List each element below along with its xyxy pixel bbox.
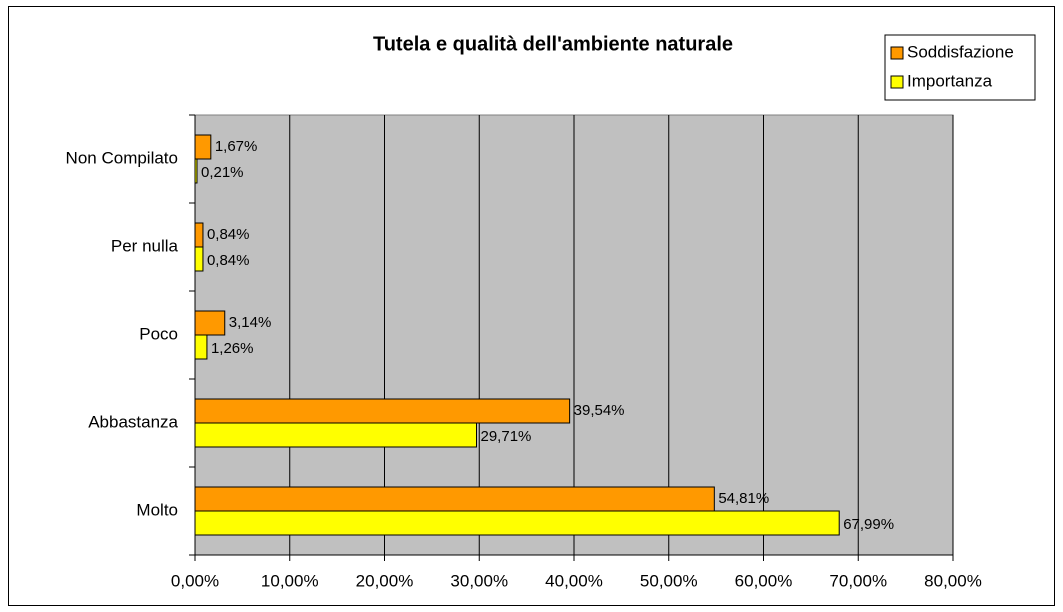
x-tick-label: 0,00% [171, 571, 219, 590]
x-tick-label: 60,00% [735, 571, 793, 590]
legend-swatch [890, 75, 904, 89]
data-label: 67,99% [843, 516, 894, 533]
bar [194, 510, 840, 536]
data-label: 54,81% [718, 490, 769, 507]
bar [194, 310, 226, 336]
bar [194, 246, 204, 272]
data-label: 29,71% [481, 428, 532, 445]
x-tick-label: 30,00% [450, 571, 508, 590]
chart-title: Tutela e qualità dell'ambiente naturale [373, 33, 733, 55]
data-label: 0,84% [207, 226, 250, 243]
bar [194, 422, 478, 448]
data-label: 1,67% [215, 138, 258, 155]
bar [194, 334, 208, 360]
bar [194, 486, 715, 512]
x-tick-label: 50,00% [640, 571, 698, 590]
y-tick-label: Poco [139, 324, 178, 343]
y-tick-label: Per nulla [111, 236, 179, 255]
x-tick-label: 80,00% [924, 571, 982, 590]
x-tick-label: 20,00% [356, 571, 414, 590]
data-label: 39,54% [574, 402, 625, 419]
y-tick-label: Non Compilato [66, 148, 178, 167]
y-tick-label: Abbastanza [88, 412, 178, 431]
x-tick-label: 10,00% [261, 571, 319, 590]
legend-label: Soddisfazione [907, 42, 1014, 61]
bar [194, 222, 204, 248]
data-label: 1,26% [211, 340, 254, 357]
bar [194, 134, 212, 160]
data-label: 0,21% [201, 164, 244, 181]
legend-box [884, 34, 1036, 101]
bar [194, 398, 571, 424]
bar [194, 158, 198, 184]
y-tick-label: Molto [136, 500, 178, 519]
data-label: 3,14% [229, 314, 272, 331]
x-tick-label: 70,00% [829, 571, 887, 590]
legend-swatch [890, 46, 904, 60]
x-tick-label: 40,00% [545, 571, 603, 590]
legend-label: Importanza [907, 71, 993, 90]
data-label: 0,84% [207, 252, 250, 269]
